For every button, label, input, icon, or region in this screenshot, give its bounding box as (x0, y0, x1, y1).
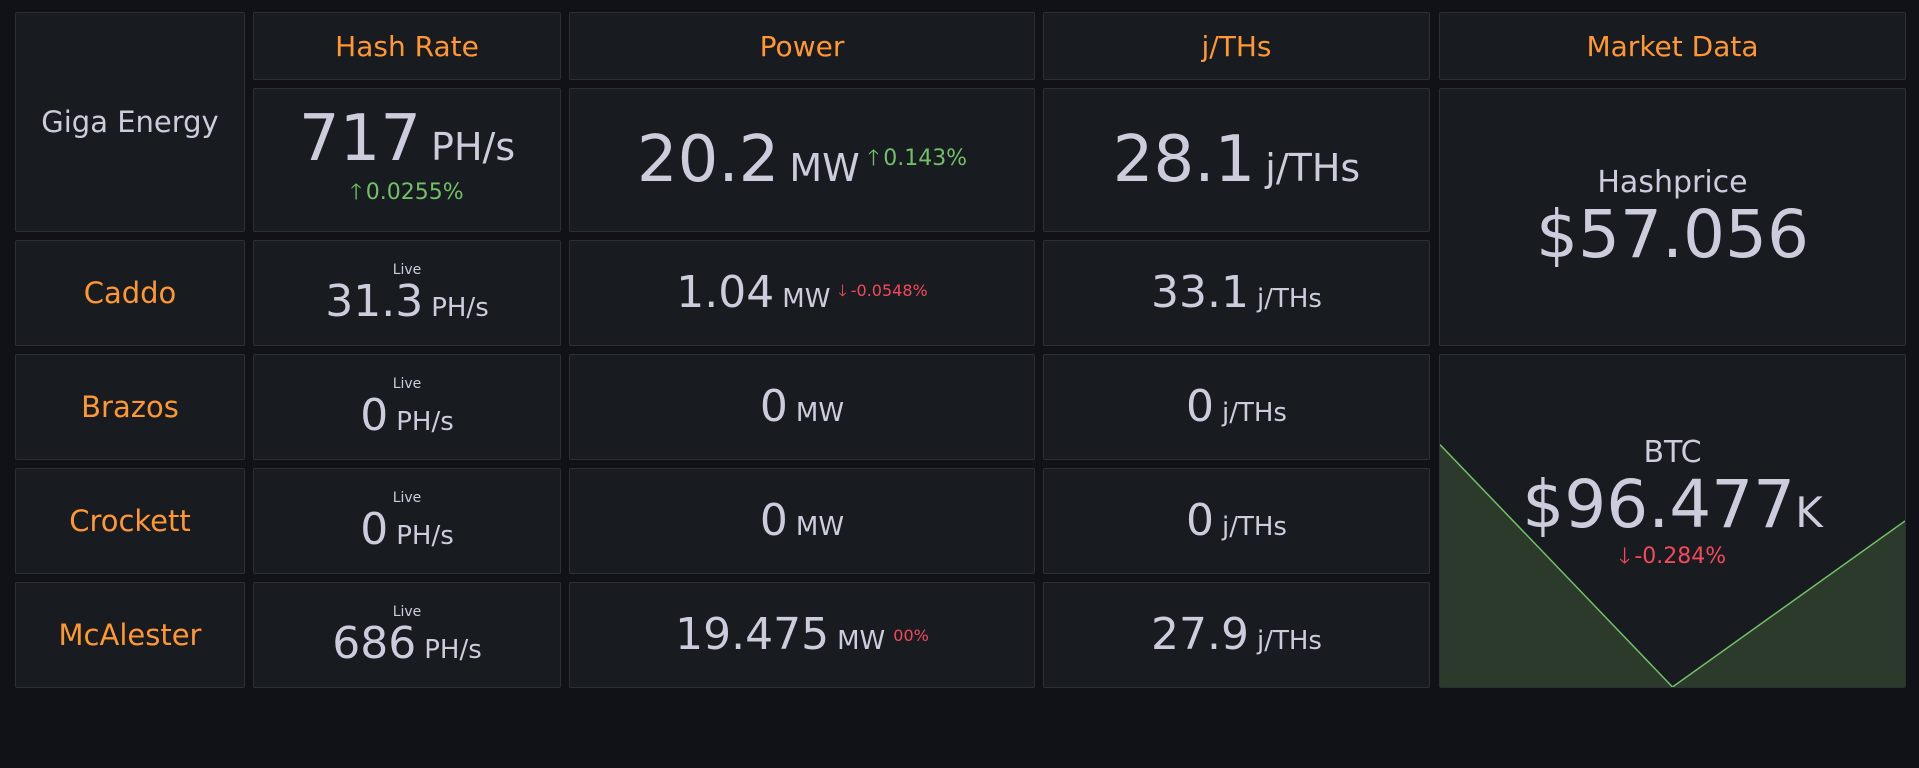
arrow-up-icon: 🡑 (350, 180, 362, 205)
header-power-title: Power (759, 29, 845, 63)
stat-change: 🡑 0.143% (868, 141, 967, 179)
site-name-crockett[interactable]: Crockett (15, 468, 245, 574)
stat-unit: PH/s (431, 293, 489, 323)
stat-unit: PH/s (396, 521, 454, 551)
header-hash-rate-title: Hash Rate (335, 29, 479, 63)
crockett-hash-rate-stat[interactable]: Live 0 PH/s (253, 468, 561, 574)
site-name-label: Brazos (81, 390, 179, 424)
sparkline-line (1440, 444, 1905, 687)
stat-unit: MW (789, 146, 860, 190)
stat-unit: j/THs (1265, 146, 1361, 190)
header-market-data: Market Data (1439, 12, 1906, 80)
site-name-label: Giga Energy (41, 105, 219, 139)
header-hash-rate: Hash Rate (253, 12, 561, 80)
stat-value: 0 (759, 381, 788, 432)
btc-value-suffix: K (1795, 487, 1823, 537)
stat-unit: j/THs (1222, 512, 1287, 542)
hashprice-label: Hashprice (1597, 164, 1748, 200)
mcalester-hash-rate-stat[interactable]: Live 686 PH/s (253, 582, 561, 688)
stat-value: 686 (332, 618, 417, 669)
crockett-efficiency-stat[interactable]: 0 j/THs (1043, 468, 1430, 574)
stat-value: 0 (1186, 381, 1215, 432)
site-name-label: Crockett (69, 504, 191, 538)
stat-unit: j/THs (1222, 398, 1287, 428)
hashprice-value: $57.056 (1536, 195, 1809, 273)
caddo-hash-rate-stat[interactable]: Live 31.3 PH/s (253, 240, 561, 346)
caddo-efficiency-stat[interactable]: 33.1 j/THs (1043, 240, 1430, 346)
site-name-label: Caddo (83, 276, 177, 310)
site-name-mcalester[interactable]: McAlester (15, 582, 245, 688)
mcalester-efficiency-stat[interactable]: 27.9 j/THs (1043, 582, 1430, 688)
stat-value: 0 (1186, 495, 1215, 546)
header-efficiency: j/THs (1043, 12, 1430, 80)
live-label: Live (392, 376, 422, 392)
mcalester-power-stat[interactable]: 19.475 MW 00% (569, 582, 1035, 688)
live-label: Live (392, 262, 422, 278)
stat-value: 1.04 (676, 267, 775, 318)
live-label: Live (392, 604, 422, 620)
brazos-power-stat[interactable]: 0 MW (569, 354, 1035, 460)
stat-unit: PH/s (424, 635, 482, 665)
crockett-power-stat[interactable]: 0 MW (569, 468, 1035, 574)
btc-label: BTC (1643, 434, 1702, 470)
arrow-down-icon: 🡓 (838, 280, 847, 300)
stat-change: 🡓 -0.0548% (838, 280, 927, 307)
arrow-up-icon: 🡑 (867, 146, 880, 171)
brazos-hash-rate-stat[interactable]: Live 0 PH/s (253, 354, 561, 460)
total-hash-rate-stat[interactable]: 717 PH/s 🡑 0.0255% (253, 88, 561, 232)
stat-value: 0 (360, 504, 389, 555)
stat-unit: MW (795, 512, 845, 542)
site-name-caddo[interactable]: Caddo (15, 240, 245, 346)
arrow-down-icon: 🡓 (1618, 544, 1631, 570)
stat-value: 20.2 (636, 123, 780, 197)
stat-unit: j/THs (1257, 284, 1322, 314)
btc-value: $96.477 (1522, 465, 1796, 543)
stat-value: 717 (298, 102, 422, 176)
stat-value: 27.9 (1151, 609, 1249, 660)
stat-change: 00% (893, 625, 929, 645)
total-power-stat[interactable]: 20.2 MW 🡑 0.143% (569, 88, 1035, 232)
stat-value: 28.1 (1112, 123, 1256, 197)
caddo-power-stat[interactable]: 1.04 MW 🡓 -0.0548% (569, 240, 1035, 346)
sparkline-area (1440, 444, 1905, 687)
stat-unit: MW (837, 626, 886, 656)
total-efficiency-stat[interactable]: 28.1 j/THs (1043, 88, 1430, 232)
stat-unit: PH/s (396, 407, 454, 437)
header-market-title: Market Data (1586, 29, 1759, 63)
stat-unit: j/THs (1257, 626, 1322, 656)
hashprice-panel[interactable]: Hashprice $57.056 (1439, 88, 1906, 346)
header-efficiency-title: j/THs (1201, 29, 1272, 63)
stat-unit: MW (795, 398, 845, 428)
btc-change: 🡓 -0.284% (1619, 539, 1726, 577)
stat-value: 0 (360, 390, 389, 441)
stat-unit: MW (782, 284, 831, 314)
live-label: Live (392, 490, 422, 506)
stat-value: 33.1 (1151, 267, 1249, 318)
site-name-label: McAlester (58, 618, 202, 652)
stat-value: 31.3 (325, 276, 424, 327)
stat-value: 0 (759, 495, 788, 546)
stat-change: 🡑 0.0255% (350, 175, 463, 213)
site-name-giga-energy[interactable]: Giga Energy (15, 12, 245, 232)
stat-unit: PH/s (431, 125, 516, 169)
btc-panel[interactable]: BTC $96.477 K 🡓 -0.284% (1439, 354, 1906, 688)
btc-sparkline (1440, 444, 1905, 687)
header-power: Power (569, 12, 1035, 80)
stat-value: 19.475 (675, 609, 830, 660)
brazos-efficiency-stat[interactable]: 0 j/THs (1043, 354, 1430, 460)
site-name-brazos[interactable]: Brazos (15, 354, 245, 460)
